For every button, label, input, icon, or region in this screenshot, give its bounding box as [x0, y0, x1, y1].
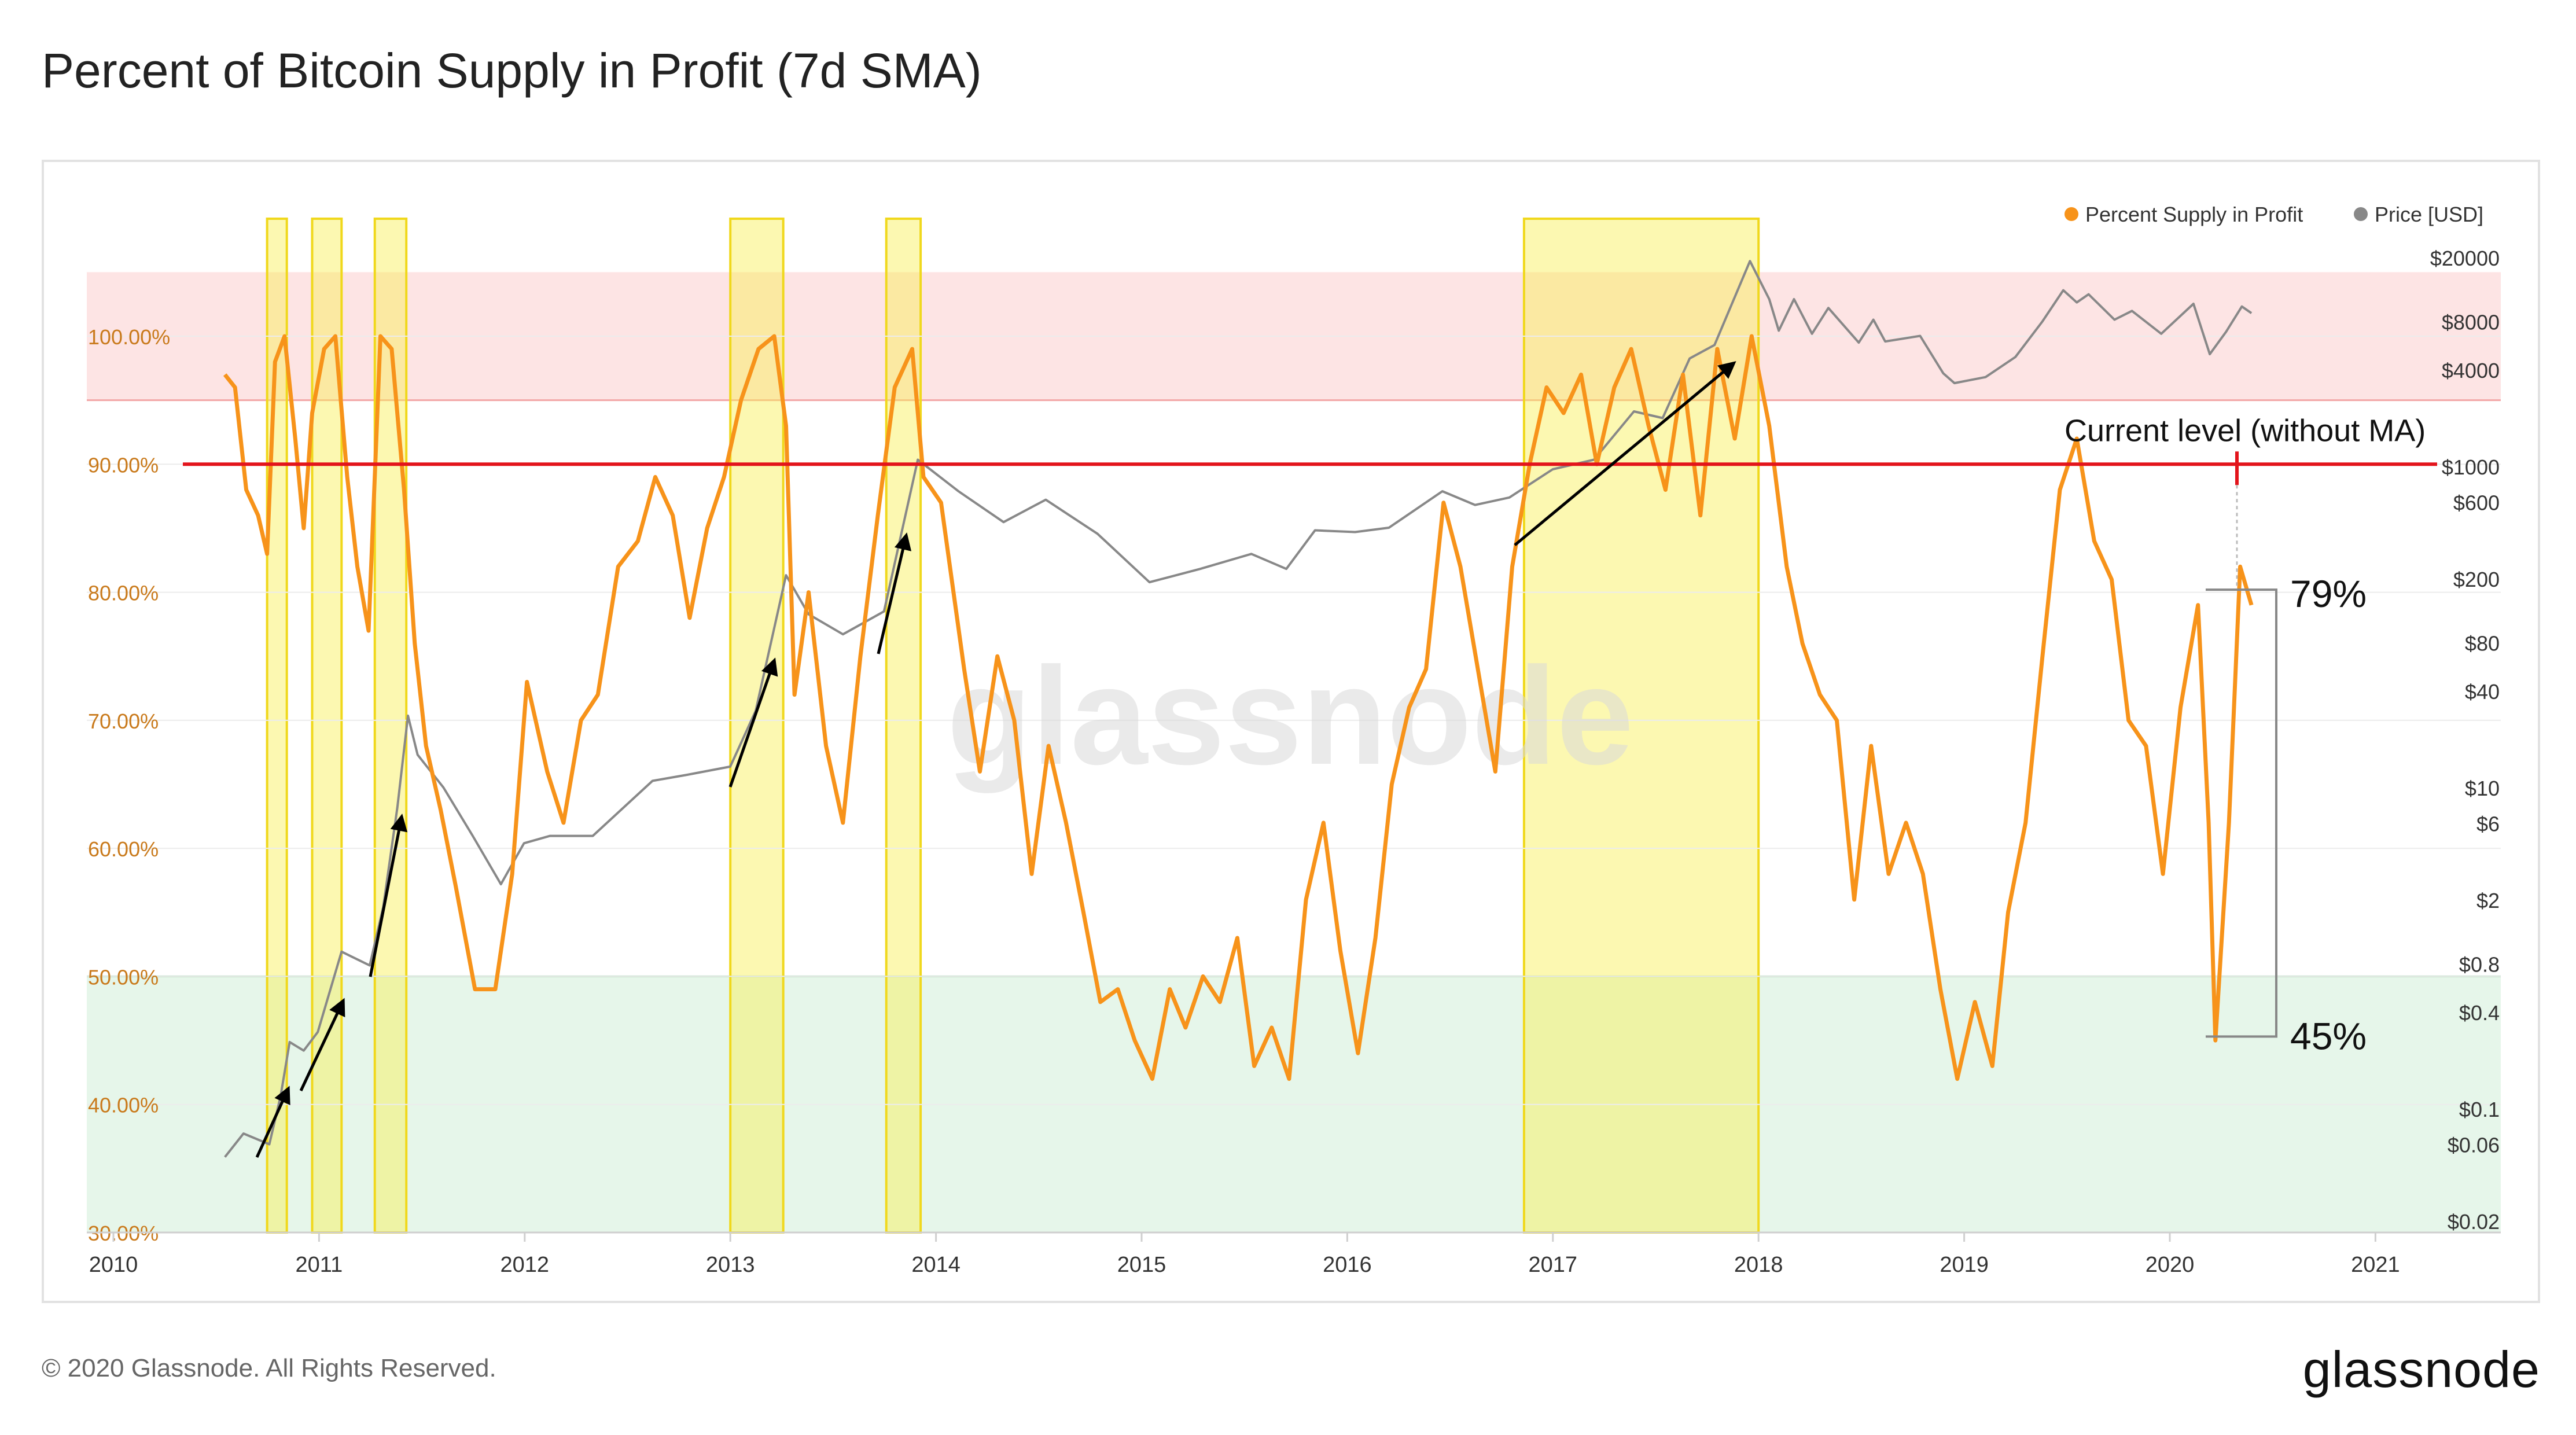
- y-right-tick-label: $0.06: [2448, 1134, 2500, 1157]
- x-tick-label: 2011: [296, 1253, 343, 1277]
- x-tick-label: 2012: [501, 1253, 550, 1277]
- left-axis: 30.00%40.00%50.00%60.00%70.00%80.00%90.0…: [88, 325, 170, 1245]
- y-left-tick-label: 40.00%: [88, 1094, 159, 1117]
- range-low-label: 45%: [2290, 1014, 2367, 1057]
- reference-line-label: Current level (without MA): [2065, 413, 2426, 448]
- legend-marker-0: [2065, 207, 2078, 221]
- x-tick-label: 2016: [1323, 1253, 1372, 1277]
- y-left-tick-label: 60.00%: [88, 837, 159, 861]
- right-axis: $20000 $8000 $4000 $1000 $600 $200 $80 $40 $10 $6…: [2430, 246, 2500, 1234]
- legend: Percent Supply in Profit Price [USD]: [2065, 203, 2483, 226]
- y-left-tick-label: 70.00%: [88, 709, 159, 733]
- highlight-periods: [266, 218, 1760, 1234]
- y-right-tick-label: $6: [2476, 812, 2500, 836]
- x-tick-label: 2018: [1734, 1253, 1783, 1277]
- range-high-label: 79%: [2290, 572, 2367, 615]
- y-right-tick-label: $40: [2465, 680, 2500, 704]
- y-right-tick-label: $0.1: [2459, 1098, 2500, 1121]
- series-line: [223, 334, 2254, 1081]
- reference-line: Current level (without MA): [183, 413, 2437, 586]
- y-right-tick-label: $2: [2476, 889, 2500, 912]
- trend-arrow: [299, 998, 345, 1092]
- y-right-tick-label: $0.8: [2459, 952, 2500, 976]
- trend-arrow: [877, 532, 912, 654]
- y-right-tick-label: $200: [2453, 568, 2500, 591]
- chart-frame: [42, 160, 2540, 1303]
- trend-arrow: [1514, 361, 1736, 546]
- legend-label-1: Price [USD]: [2375, 203, 2483, 226]
- grid: [87, 336, 2501, 1105]
- y-left-tick-label: 50.00%: [88, 965, 159, 989]
- y-right-tick-label: $600: [2453, 491, 2500, 515]
- x-tick-label: 2010: [89, 1253, 138, 1277]
- chart-title: Percent of Bitcoin Supply in Profit (7d …: [42, 43, 982, 98]
- highlight-period-4: [885, 218, 922, 1234]
- trend-arrow: [255, 1086, 290, 1158]
- y-right-tick-label: $8000: [2442, 310, 2500, 334]
- y-left-tick-label: 100.00%: [88, 325, 170, 349]
- x-axis: 2010 2011 2012 2013 2014 2015 2016 2017 2018 2019…: [87, 1231, 2501, 1277]
- watermark: glassnode: [947, 638, 1634, 793]
- x-tick-label: 2020: [2146, 1253, 2195, 1277]
- x-tick-label: 2017: [1529, 1253, 1578, 1277]
- x-tick-label: 2015: [1117, 1253, 1166, 1277]
- x-tick-label: 2014: [911, 1253, 961, 1277]
- y-right-tick-label: $20000: [2430, 246, 2500, 270]
- y-left-tick-label: 80.00%: [88, 582, 159, 605]
- series-line: [224, 260, 2253, 1158]
- y-right-tick-label: $10: [2465, 777, 2500, 800]
- y-right-tick-label: $0.4: [2459, 1001, 2500, 1025]
- brand-logo: glassnode: [2302, 1341, 2540, 1398]
- y-right-tick-label: $80: [2465, 631, 2500, 655]
- price-series: [224, 260, 2253, 1158]
- legend-marker-1: [2354, 207, 2368, 221]
- y-right-tick-label: $4000: [2442, 359, 2500, 382]
- trend-arrow: [369, 814, 408, 977]
- supply-series: [223, 334, 2254, 1081]
- x-tick-label: 2013: [706, 1253, 755, 1277]
- y-right-tick-label: $1000: [2442, 455, 2500, 479]
- y-right-tick-label: $0.02: [2448, 1210, 2500, 1234]
- range-annotation: 79% 45%: [2206, 572, 2367, 1057]
- x-tick-label: 2021: [2351, 1253, 2400, 1277]
- range-bracket: [2206, 588, 2277, 1038]
- x-tick-label: 2019: [1940, 1253, 1989, 1277]
- copyright: © 2020 Glassnode. All Rights Reserved.: [42, 1354, 496, 1382]
- y-left-tick-label: 90.00%: [88, 453, 159, 477]
- legend-label-0: Percent Supply in Profit: [2085, 203, 2303, 226]
- trend-arrows: [255, 361, 1736, 1158]
- trend-arrow: [728, 657, 778, 788]
- highlight-period-3: [729, 218, 785, 1234]
